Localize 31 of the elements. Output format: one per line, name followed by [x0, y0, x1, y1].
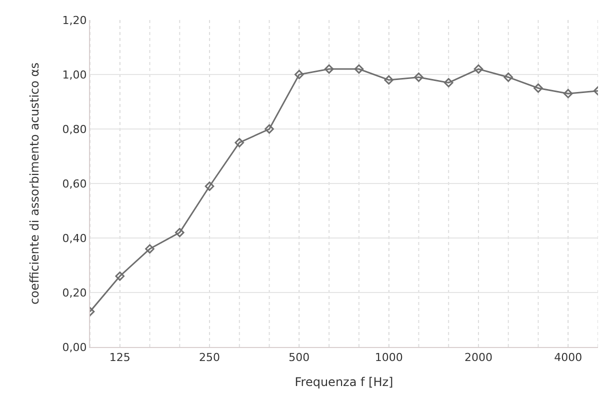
y-tick-label: 0,00 — [62, 340, 87, 354]
x-tick-label: 1000 — [374, 351, 403, 364]
point — [234, 138, 244, 148]
point — [115, 272, 125, 281]
x-tick-label: 500 — [288, 351, 310, 364]
point — [175, 228, 184, 238]
y-tick-label: 0,40 — [62, 232, 87, 245]
point — [504, 72, 513, 82]
point — [444, 78, 454, 88]
x-axis-title: Frequenza f [Hz] — [294, 375, 394, 390]
x-tick-label: 4000 — [554, 351, 582, 364]
x-tick-label: 2000 — [464, 351, 492, 364]
point — [384, 75, 394, 85]
point — [474, 64, 484, 74]
point — [563, 88, 573, 98]
point — [204, 182, 214, 191]
x-tick-label: 250 — [199, 351, 220, 364]
y-axis-title: coefficiente di assorbimento acustico αs — [28, 62, 42, 304]
point — [324, 64, 334, 74]
y-tick-label: 1,00 — [62, 68, 87, 82]
point — [145, 244, 154, 254]
point — [294, 70, 304, 80]
x-tick-label: 125 — [109, 351, 130, 364]
point — [414, 72, 424, 82]
y-tick-label: 0,60 — [62, 177, 87, 190]
point — [354, 64, 364, 74]
point — [264, 124, 274, 134]
y-tick-label: 0,80 — [62, 122, 87, 136]
y-tick-label: 1,20 — [62, 14, 87, 27]
point — [534, 83, 543, 93]
y-tick-label: 0,20 — [62, 286, 87, 300]
